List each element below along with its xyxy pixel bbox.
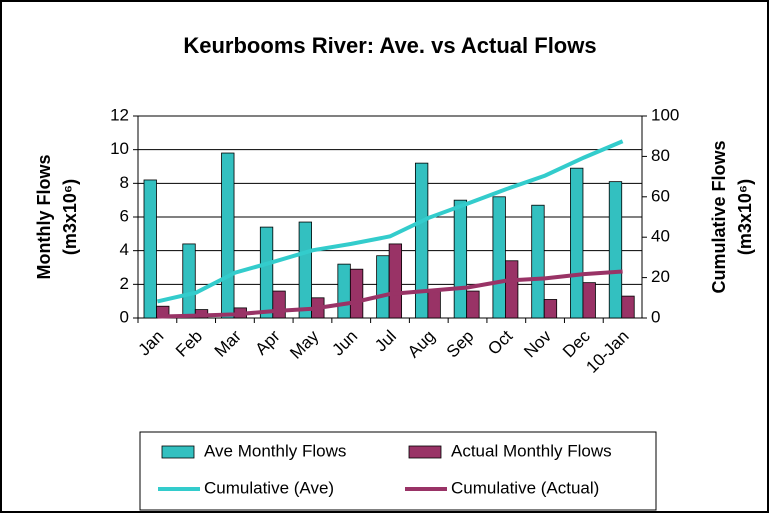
- y-tick-label: 6: [120, 206, 129, 225]
- chart-title: Keurbooms River: Ave. vs Actual Flows: [183, 33, 596, 58]
- bar: [531, 204, 545, 319]
- y-tick-label: 0: [120, 307, 129, 326]
- y-label-unit: (m3x10⁶): [60, 179, 80, 255]
- bar: [272, 290, 286, 319]
- bar: [427, 290, 441, 319]
- bar: [453, 199, 468, 319]
- y2-tick-label: 60: [651, 186, 670, 205]
- legend-label: Cumulative (Ave): [204, 478, 334, 497]
- y2-tick-label: 20: [651, 267, 670, 286]
- legend-swatch: [161, 445, 195, 459]
- y-axis-title: Monthly Flows (m3x10⁶): [34, 155, 80, 280]
- y-tick-label: 2: [120, 274, 129, 293]
- bar: [543, 299, 558, 319]
- y2-tick-label: 0: [651, 307, 660, 326]
- y-tick-label: 4: [120, 240, 129, 259]
- y-tick-label: 8: [120, 173, 129, 192]
- y2-tick-label: 100: [651, 105, 679, 124]
- bar: [337, 263, 351, 319]
- legend-label: Cumulative (Actual): [451, 478, 599, 497]
- legend-label: Ave Monthly Flows: [204, 441, 346, 460]
- y-tick-label: 12: [110, 105, 129, 124]
- bar: [570, 167, 584, 319]
- bar: [608, 181, 623, 319]
- legend-swatch: [408, 445, 442, 459]
- line: [156, 139, 624, 304]
- y2-tick-label: 40: [651, 227, 670, 246]
- y2-axis-title: Cumulative Flows (m3x10⁶): [709, 140, 755, 293]
- bar: [349, 268, 364, 319]
- bar: [143, 179, 157, 319]
- bar: [414, 162, 429, 319]
- legend-box: [139, 431, 657, 511]
- y2-tick-label: 80: [651, 146, 670, 165]
- bar: [221, 152, 235, 319]
- bar: [466, 290, 480, 319]
- y2-label-unit: (m3x10⁶): [735, 179, 755, 255]
- bar: [182, 243, 196, 319]
- legend-label: Actual Monthly Flows: [451, 441, 612, 460]
- y-label: Monthly Flows: [34, 155, 54, 280]
- y-tick-label: 10: [110, 139, 129, 158]
- bar: [298, 221, 312, 319]
- line: [157, 269, 623, 319]
- bar: [376, 255, 390, 319]
- bar: [621, 295, 635, 319]
- bar: [492, 196, 506, 319]
- bar: [505, 260, 519, 319]
- bar: [388, 243, 403, 319]
- bar: [582, 282, 596, 319]
- bar: [259, 226, 274, 319]
- y2-label: Cumulative Flows: [709, 140, 729, 293]
